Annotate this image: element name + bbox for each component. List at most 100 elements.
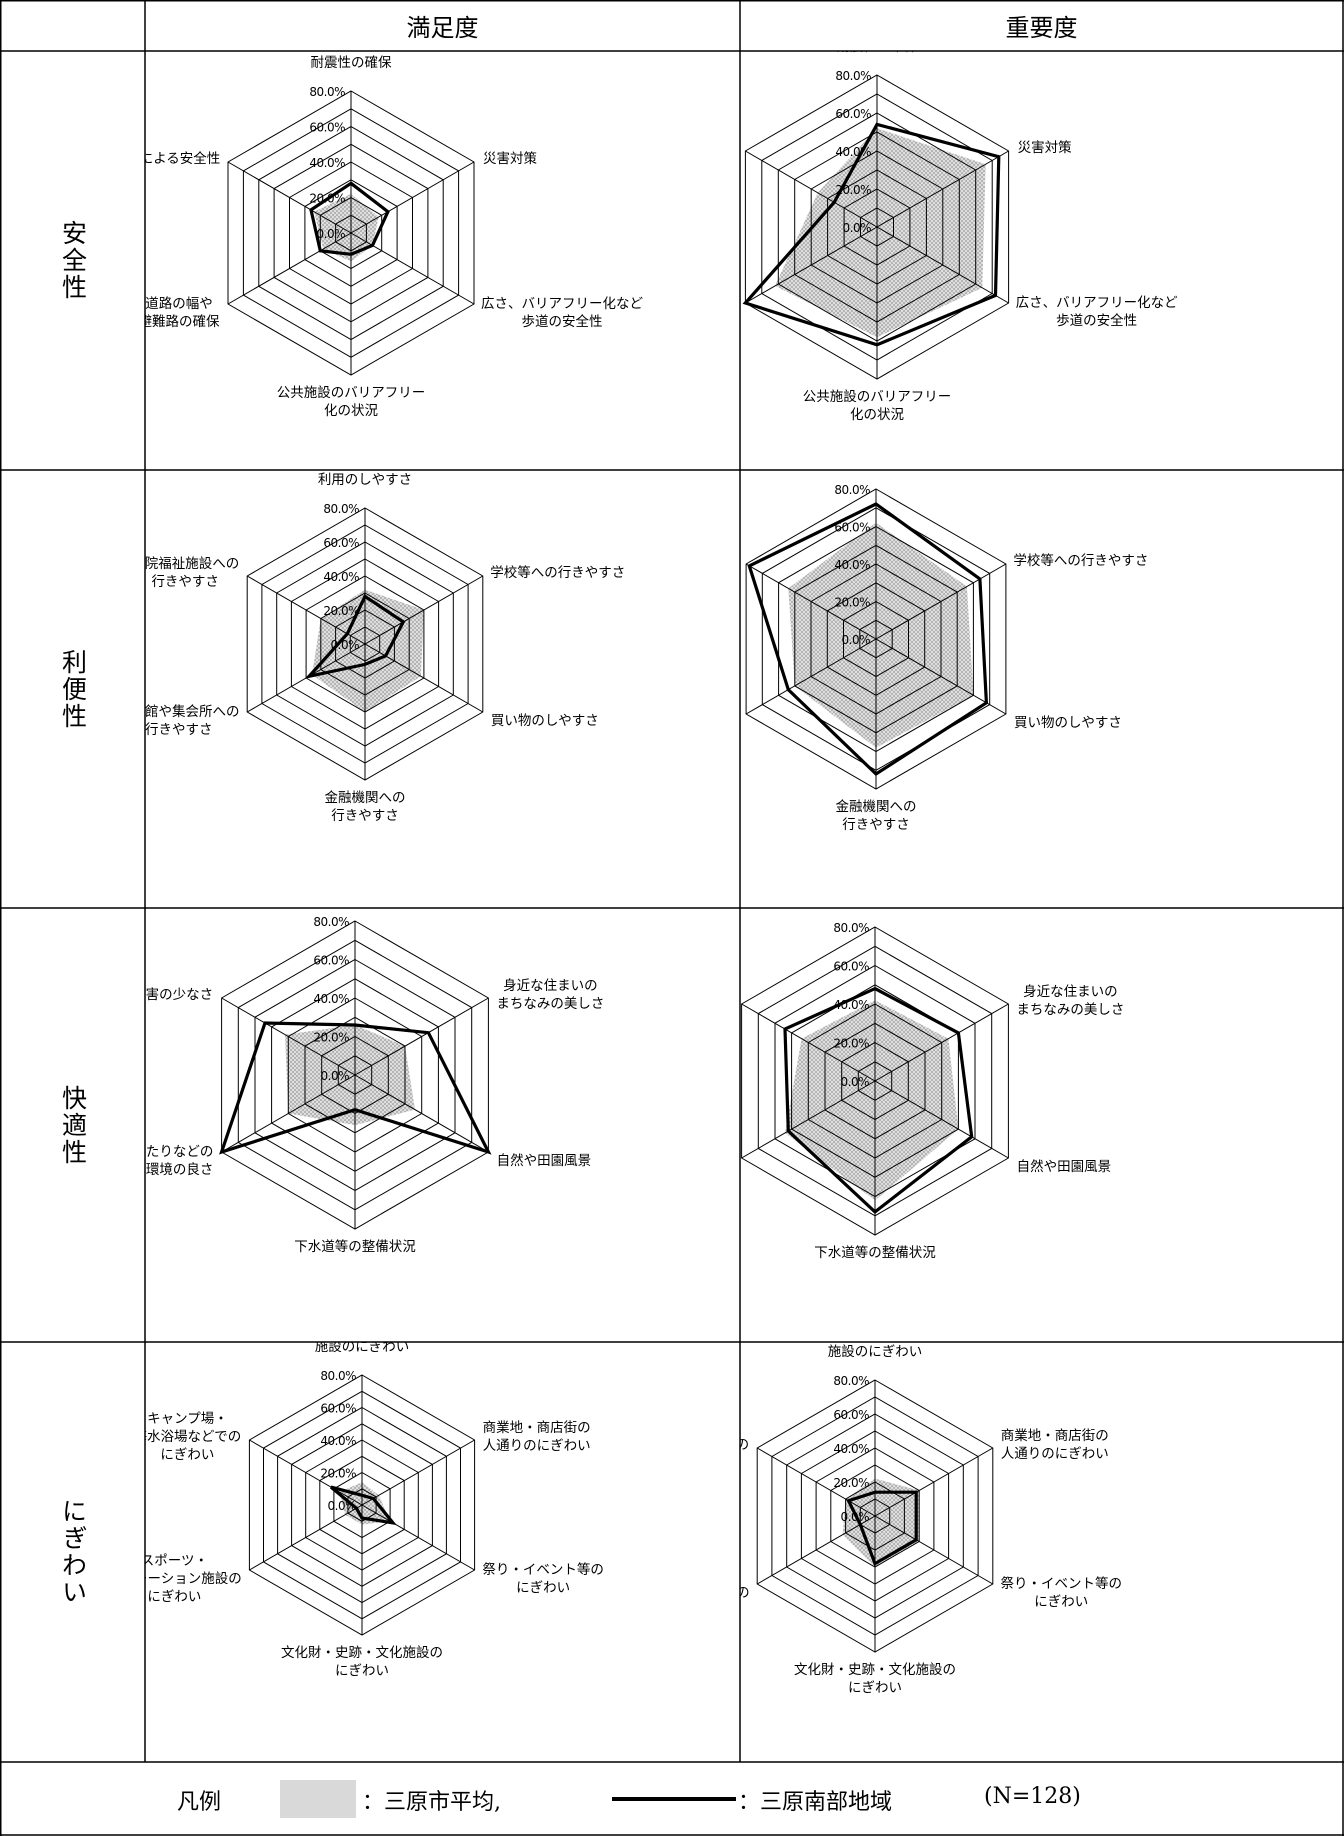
- row-label-text: 利便性: [58, 648, 88, 730]
- axis-label: レクレーション施設の: [145, 1571, 242, 1587]
- axis-label: 身近な住まいの: [503, 978, 598, 994]
- tick-label: 40.0%: [313, 992, 349, 1006]
- tick-label: 20.0%: [835, 183, 871, 197]
- radar-grid: [227, 90, 475, 376]
- tick-label: 20.0%: [313, 1031, 349, 1045]
- axis-label: まちなみの美しさ: [496, 996, 604, 1012]
- tick-label: 80.0%: [835, 69, 871, 83]
- tick-label: 80.0%: [323, 502, 359, 516]
- tick-label: 80.0%: [833, 1374, 869, 1388]
- legend-title: 凡例: [177, 1790, 222, 1815]
- radar-chart-comfort-importance: 0.0%20.0%40.0%60.0%80.0%身近な公園広場身近な住まいのまち…: [741, 921, 1124, 1261]
- series-average-area: [788, 522, 974, 748]
- axis-label: 人通りのにぎわい: [1001, 1446, 1109, 1462]
- series-region-line: [846, 1490, 918, 1566]
- tick-label: 0.0%: [321, 1069, 350, 1083]
- tick-label: 0.0%: [317, 227, 346, 241]
- axis-label: にぎわい: [147, 1589, 201, 1605]
- axis-label: 自然や田園風景: [497, 1152, 592, 1169]
- axis-label: 海水浴場などでの: [145, 1429, 241, 1445]
- axis-label: 買い物のしやすさ: [1014, 715, 1122, 731]
- tick-label: 60.0%: [309, 121, 345, 135]
- row-label-comfort: 快適性: [0, 908, 145, 1342]
- series-region-line: [783, 986, 974, 1214]
- radar-grid: [248, 1374, 476, 1636]
- tick-label: 20.0%: [833, 1037, 869, 1051]
- tick-label: 40.0%: [833, 998, 869, 1012]
- axis-label: 広さ、バリアフリー化など: [1016, 295, 1178, 311]
- tick-label: 40.0%: [835, 145, 871, 159]
- tick-label: 40.0%: [323, 570, 359, 584]
- tick-label: 20.0%: [309, 192, 345, 206]
- axis-label: 利用のしやすさ: [318, 472, 412, 488]
- axis-label: 買い物のしやすさ: [491, 713, 599, 729]
- row-label-text: にぎわい: [58, 1498, 88, 1606]
- axis-label: 文化財・史跡・文化施設の: [794, 1662, 956, 1678]
- axis-label: 海水浴場などでの: [740, 1437, 749, 1453]
- series-region-line: [304, 594, 406, 679]
- axis-label: 下水道等の整備状況: [814, 1244, 936, 1261]
- axis-label: まちなみの美しさ: [1016, 1002, 1124, 1018]
- axis-label: 化の状況: [850, 407, 904, 423]
- axis-label: 耐震性の確保: [837, 51, 918, 55]
- axis-label: 自然や田園風景: [1017, 1158, 1112, 1175]
- axis-label: 学校等への行きやすさ: [490, 564, 625, 581]
- axis-label: キャンプ場・: [147, 1411, 228, 1427]
- axis-label: にぎわい: [160, 1447, 214, 1463]
- axis-label: 祭り・イベント等の: [1001, 1575, 1123, 1592]
- series-average-area: [285, 1025, 415, 1126]
- axis-label: 行きやすさ: [151, 574, 219, 590]
- radar-chart-convenience-importance: 0.0%20.0%40.0%60.0%80.0%公共交通機関の利用のしやすさ学校…: [745, 483, 1148, 833]
- axis-label: 歩道の安全性: [522, 313, 603, 330]
- axis-label: 金融機関への: [836, 799, 917, 815]
- axis-label: 文化財・史跡・文化施設の: [281, 1645, 443, 1661]
- tick-label: 80.0%: [313, 915, 349, 929]
- tick-label: 0.0%: [328, 1499, 357, 1513]
- legend-average-label: ：三原市平均,: [362, 1790, 501, 1815]
- axis-label: 学校等への行きやすさ: [1013, 552, 1148, 569]
- axis-label: 建築物の不燃化・: [297, 51, 405, 53]
- legend: 凡例 ：三原市平均, ：三原南部地域 (N=128): [0, 1762, 1344, 1836]
- axis-label: 歩道の安全性: [1056, 312, 1137, 329]
- row-label-text: 安全性: [58, 220, 88, 301]
- axis-label: レクレーション施設の: [740, 1585, 750, 1601]
- tick-label: 20.0%: [834, 596, 870, 610]
- tick-label: 40.0%: [833, 1442, 869, 1456]
- tick-label: 80.0%: [833, 921, 869, 935]
- radar-chart-safety-satisfaction: 0.0% 20.0% 40.0% 60.0% 80.0% 建築物の不燃化・耐震性の確保災害…: [145, 51, 643, 419]
- axis-label: 行きやすさ: [842, 817, 910, 833]
- tick-label: 60.0%: [835, 107, 871, 121]
- tick-label: 0.0%: [841, 1510, 870, 1524]
- series-average-area: [312, 589, 424, 712]
- axis-label: 公共施設のバリアフリー: [803, 389, 952, 405]
- axis-label: 周辺環境の良さ: [145, 1162, 213, 1178]
- axis-label: 病院福祉施設への: [145, 556, 239, 572]
- tick-label: 80.0%: [834, 483, 870, 497]
- legend-average-swatch: [280, 1780, 356, 1818]
- axis-label: 商業地・商店街の: [483, 1420, 591, 1436]
- axis-label: 行きやすさ: [331, 808, 399, 824]
- axis-label: 日当たりなどの: [145, 1144, 213, 1160]
- tick-label: 40.0%: [834, 558, 870, 572]
- tick-label: 0.0%: [331, 638, 360, 652]
- radar-chart-liveliness-importance: 0.0%20.0%40.0%60.0%80.0%娯楽・アミューズメント施設のにぎ…: [740, 1344, 1123, 1696]
- axis-label: 耐震性の確保: [311, 55, 392, 71]
- axis-label: 公民館や集会所への: [145, 704, 239, 720]
- header-satisfaction: 満足度: [406, 14, 479, 42]
- axis-label: 化の状況: [324, 403, 378, 419]
- axis-label: 災害対策: [1018, 139, 1072, 156]
- series-region-line: [747, 502, 989, 777]
- tick-label: 0.0%: [842, 633, 871, 647]
- radar-grid: [745, 488, 1007, 790]
- tick-label: 20.0%: [833, 1476, 869, 1490]
- tick-label: 80.0%: [309, 85, 345, 99]
- axis-label: にぎわい: [848, 1680, 902, 1696]
- radar-chart-convenience-satisfaction: 0.0%20.0%40.0%60.0%80.0%公共交通機関の利用のしやすさ学校…: [145, 472, 625, 824]
- axis-label: にぎわい: [335, 1663, 389, 1679]
- radar-chart-liveliness-satisfaction: 0.0%20.0%40.0%60.0%80.0%娯楽・アミューズメント施設のにぎ…: [145, 1342, 604, 1679]
- tick-label: 60.0%: [323, 536, 359, 550]
- axis-label: 行きやすさ: [145, 722, 212, 738]
- series-average-area: [775, 128, 986, 338]
- radar-grid: [744, 74, 1010, 380]
